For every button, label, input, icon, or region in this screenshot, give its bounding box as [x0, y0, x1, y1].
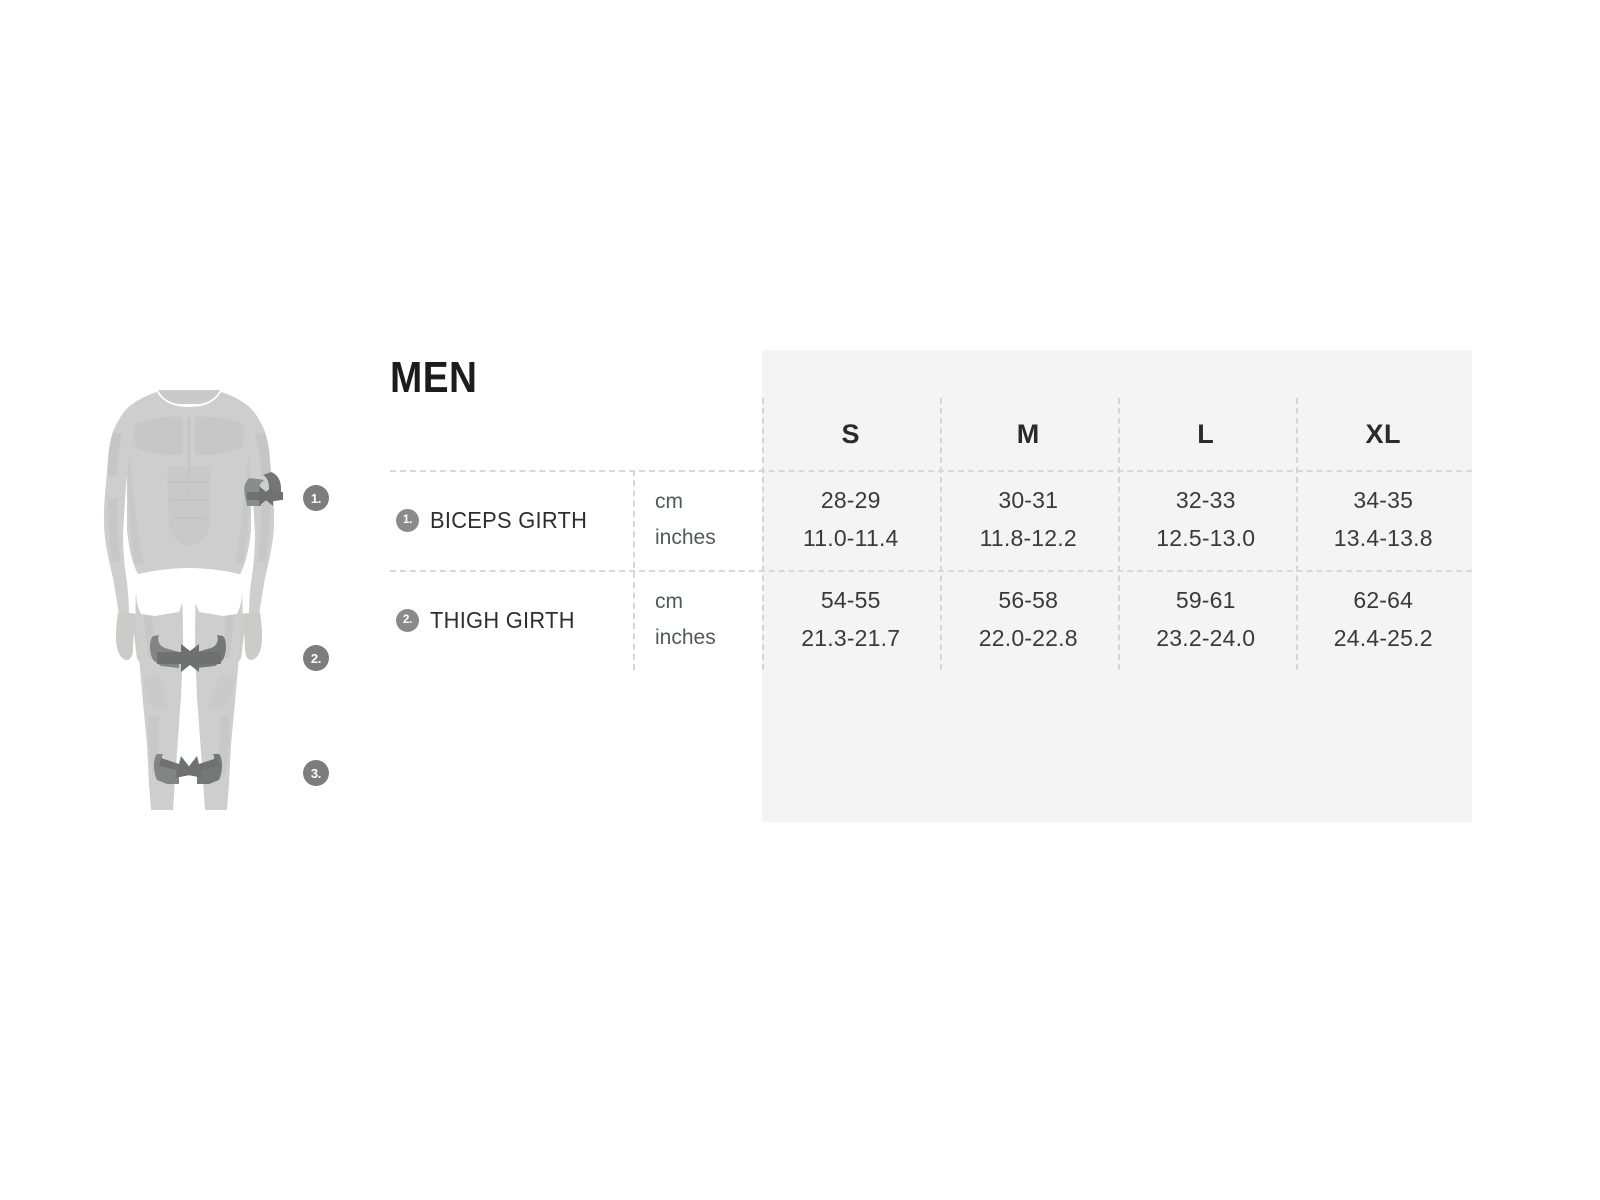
cell-biceps-m: 30-31 11.8-12.2	[940, 470, 1118, 570]
value-cm: 28-29	[820, 487, 881, 514]
size-table-background	[762, 350, 1472, 822]
cell-thigh-xl: 62-64 24.4-25.2	[1295, 570, 1473, 670]
table-row: 2. THIGH GIRTH cm inches 54-55 21.3-21.7 …	[390, 570, 1472, 670]
value-inches: 24.4-25.2	[1333, 625, 1433, 651]
column-divider-m	[940, 398, 942, 670]
value-cm: 34-35	[1353, 487, 1414, 514]
row-divider-top	[390, 470, 1472, 472]
table-header-row: S M L XL	[390, 398, 1472, 470]
row-badge-biceps: 1.	[396, 508, 419, 532]
cell-thigh-l: 59-61 23.2-24.0	[1117, 570, 1295, 670]
table-header: S M L XL	[390, 398, 1472, 470]
value-inches: 22.0-22.8	[978, 625, 1078, 651]
value-cm: 59-61	[1175, 587, 1236, 614]
unit-inches: inches	[655, 626, 716, 649]
header-size-m: M	[1016, 418, 1040, 449]
unit-cm: cm	[655, 589, 683, 613]
figure-marker-biceps: 1.	[303, 485, 329, 511]
header-size-xl: XL	[1365, 418, 1401, 449]
body-measurement-illustration: 1. 2. 3.	[95, 380, 365, 820]
table-row: 1. BICEPS GIRTH cm inches 28-29 11.0-11.4…	[390, 470, 1472, 570]
page-title: MEN	[390, 353, 478, 402]
cell-biceps-s: 28-29 11.0-11.4	[762, 470, 940, 570]
value-cm: 54-55	[820, 587, 881, 614]
header-unit-blank	[634, 398, 762, 470]
value-inches: 12.5-13.0	[1156, 525, 1256, 551]
header-size-s: S	[841, 418, 860, 449]
value-inches: 21.3-21.7	[801, 625, 901, 651]
row-units-biceps: cm inches	[634, 470, 762, 570]
value-cm: 30-31	[998, 487, 1059, 514]
row-label-biceps-girth: 1. BICEPS GIRTH	[390, 470, 634, 570]
row-badge-thigh: 2.	[396, 608, 419, 632]
cell-thigh-m: 56-58 22.0-22.8	[940, 570, 1118, 670]
row-label-text: THIGH GIRTH	[430, 606, 575, 633]
value-cm: 32-33	[1175, 487, 1236, 514]
row-label-thigh-girth: 2. THIGH GIRTH	[390, 570, 634, 670]
column-divider-l	[1118, 398, 1120, 670]
figure-marker-calf: 3.	[303, 760, 329, 786]
value-inches: 13.4-13.8	[1333, 525, 1433, 551]
cell-biceps-l: 32-33 12.5-13.0	[1117, 470, 1295, 570]
figure-marker-thigh: 2.	[303, 645, 329, 671]
unit-inches: inches	[655, 526, 716, 549]
male-body-figure-icon	[103, 390, 283, 810]
value-cm: 62-64	[1353, 587, 1414, 614]
column-divider-xl	[1296, 398, 1298, 670]
value-inches: 11.8-12.2	[979, 525, 1077, 551]
tape-thigh	[150, 635, 226, 672]
unit-cm: cm	[655, 489, 683, 513]
tape-biceps	[244, 472, 283, 506]
size-chart-table: S M L XL 1. BICEPS GIRTH cm inches 28-29 …	[390, 398, 1472, 670]
header-size-l: L	[1197, 418, 1215, 449]
value-cm: 56-58	[998, 587, 1059, 614]
row-divider-middle	[390, 570, 1472, 572]
row-label-text: BICEPS GIRTH	[430, 506, 588, 533]
tape-calf	[154, 754, 222, 784]
column-divider-s	[762, 398, 764, 670]
row-units-thigh: cm inches	[634, 570, 762, 670]
header-measurement-blank	[390, 398, 634, 470]
value-inches: 23.2-24.0	[1156, 625, 1256, 651]
cell-thigh-s: 54-55 21.3-21.7	[762, 570, 940, 670]
cell-biceps-xl: 34-35 13.4-13.8	[1295, 470, 1473, 570]
value-inches: 11.0-11.4	[802, 525, 899, 551]
table-body: 1. BICEPS GIRTH cm inches 28-29 11.0-11.4…	[390, 470, 1472, 670]
column-divider-unit	[633, 470, 635, 670]
